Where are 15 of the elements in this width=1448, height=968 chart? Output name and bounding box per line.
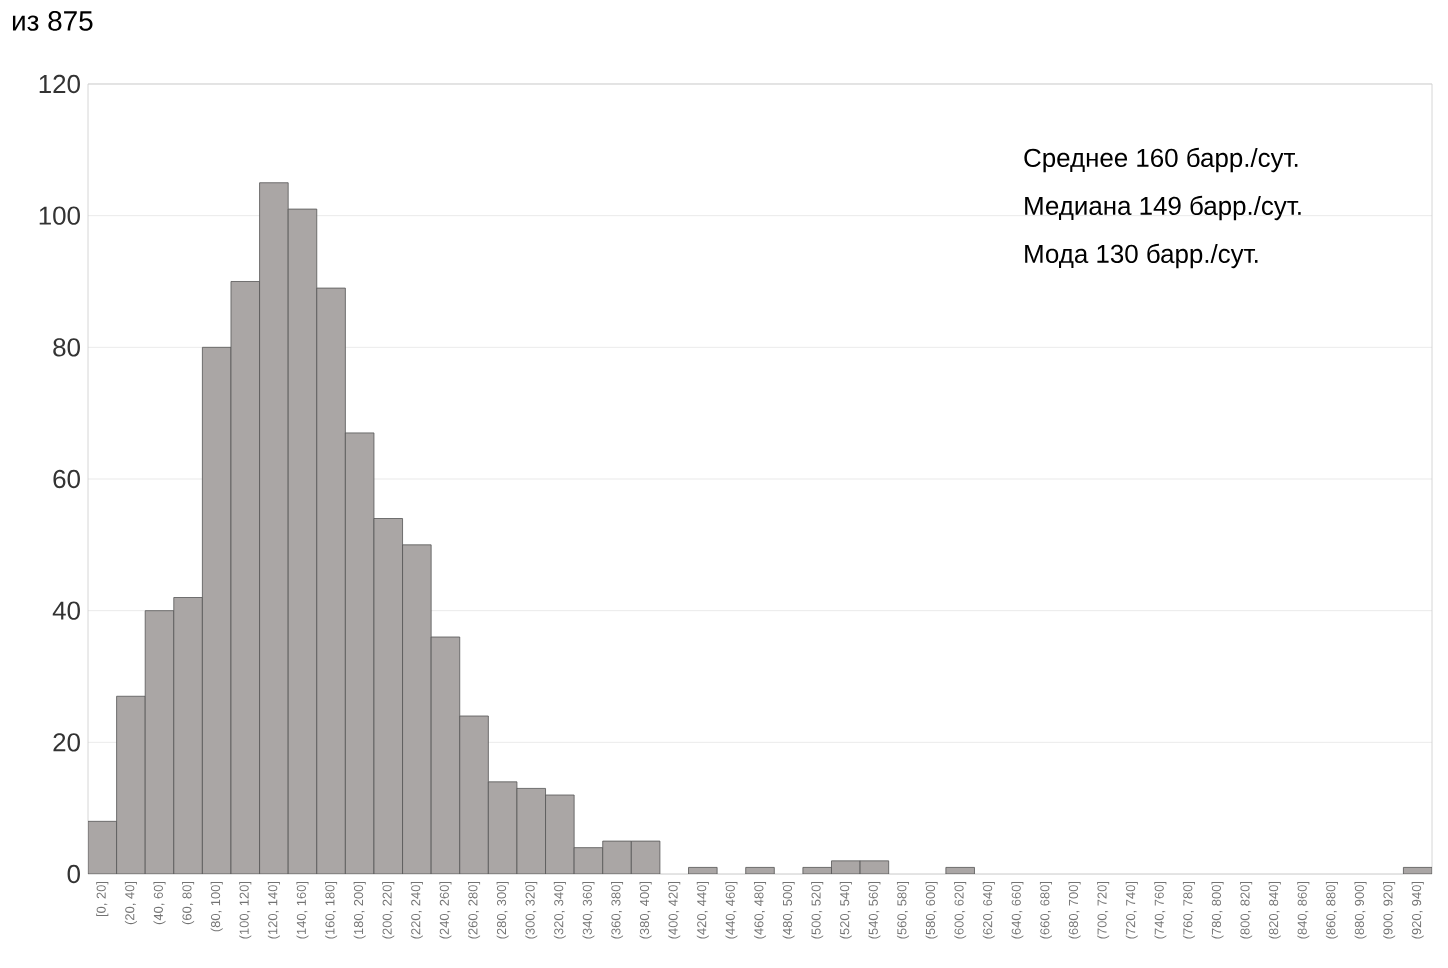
y-tick-label: 40 <box>52 601 80 620</box>
chart-title: из 875 <box>12 11 93 31</box>
y-tick-label: 120 <box>39 74 80 94</box>
bar <box>945 867 975 874</box>
annotation: Мода 130 барр./сут. <box>1025 243 1258 269</box>
y-tick-label: 60 <box>53 469 80 489</box>
bar <box>745 867 775 874</box>
bar <box>1403 867 1433 874</box>
y-tick-label: 100 <box>39 206 80 225</box>
annotation: Медиана 149 барр./сут. <box>1025 195 1301 221</box>
annotation: Среднее 160 барр./сут. <box>1024 147 1298 173</box>
y-tick-label: 0 <box>67 864 80 884</box>
bar <box>688 867 718 874</box>
y-tick-label: 20 <box>53 733 80 752</box>
y-tick-label: 80 <box>53 338 80 357</box>
